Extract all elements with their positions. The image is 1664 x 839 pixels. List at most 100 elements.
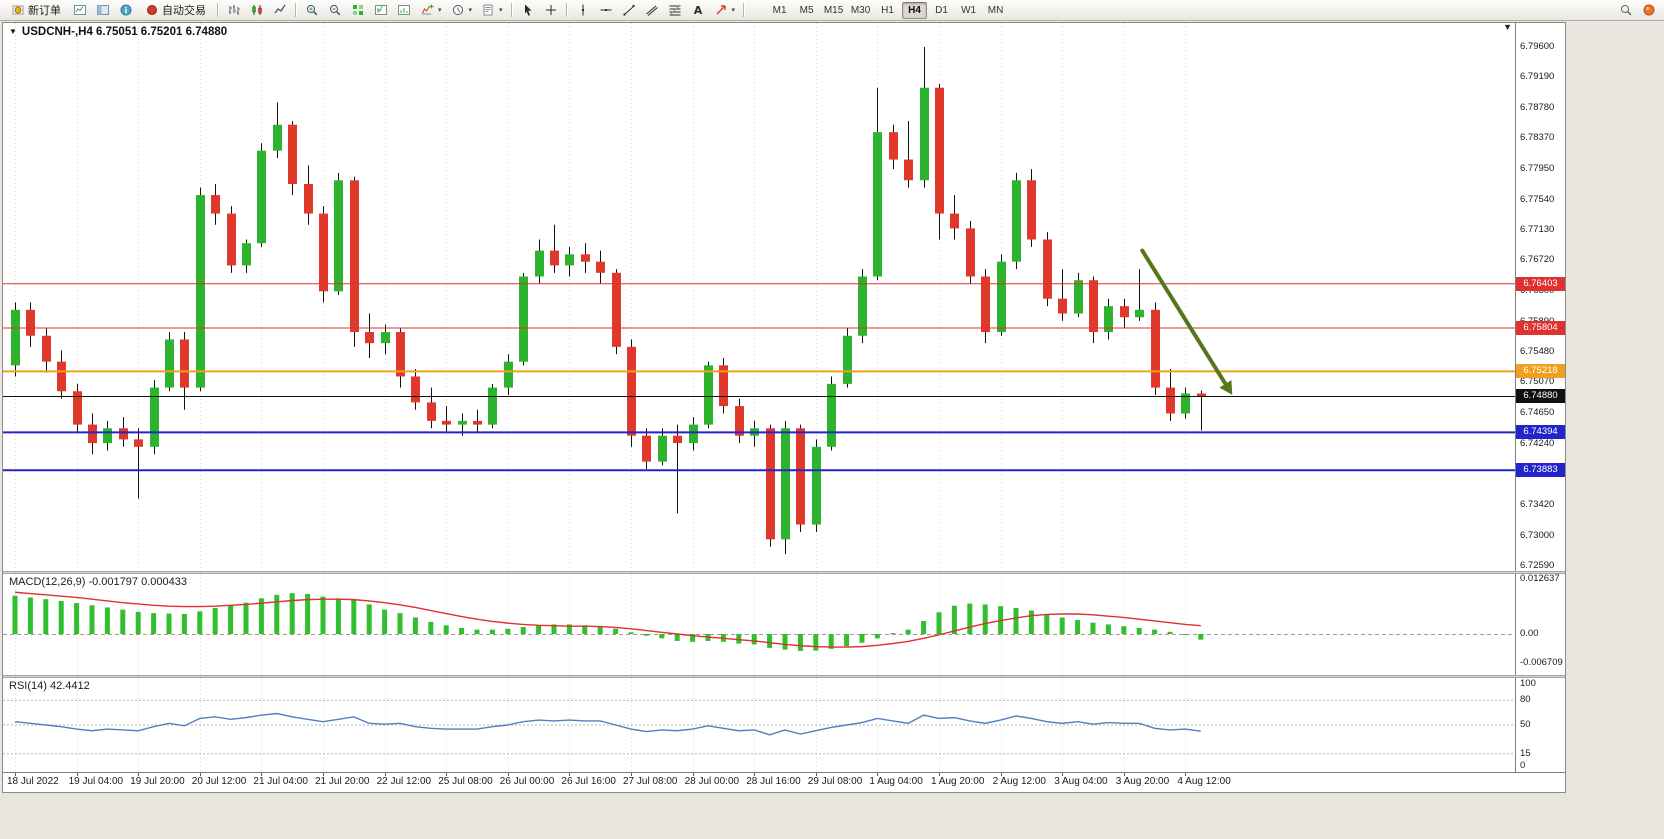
time-axis-label: 19 Jul 20:00	[130, 776, 185, 787]
time-axis-label: 3 Aug 04:00	[1054, 776, 1108, 787]
data-window-button[interactable]	[115, 1, 137, 19]
vertical-line-button[interactable]	[572, 1, 594, 19]
trendline-button[interactable]	[618, 1, 640, 19]
autotrading-button[interactable]: 自动交易	[138, 1, 213, 19]
arrows-tool-button[interactable]: ▾	[710, 1, 740, 19]
chevron-down-icon: ▾	[468, 6, 473, 14]
new-order-button[interactable]: 新订单	[4, 1, 68, 19]
crosshair-button[interactable]	[540, 1, 562, 19]
tile-windows-icon	[353, 5, 363, 15]
auto-scroll-button[interactable]	[370, 1, 392, 19]
connection-status-button[interactable]	[1638, 1, 1660, 19]
macd-axis[interactable]: 0.012637 0.00 -0.006709	[1515, 574, 1565, 675]
indicators-button[interactable]: ▾	[416, 1, 446, 19]
time-tick	[1124, 773, 1125, 776]
search-button[interactable]	[1615, 1, 1637, 19]
toolbar-separator	[217, 3, 219, 17]
time-tick	[138, 773, 139, 776]
price-axis-label: 6.78780	[1520, 101, 1555, 113]
chevron-down-icon: ▾	[438, 6, 442, 14]
zoom-in-button[interactable]	[301, 1, 323, 19]
tile-windows-button[interactable]	[347, 1, 369, 19]
horizontal-line-button[interactable]	[595, 1, 617, 19]
time-tick	[693, 773, 694, 776]
price-axis[interactable]: 6.79600 6.79190 6.78780 6.78370 6.77950 6.775…	[1515, 23, 1565, 571]
candlestick-chart-button[interactable]	[246, 1, 268, 19]
ohlc-bars-icon	[229, 5, 240, 15]
indicator-axis-label: 0.012637	[1520, 574, 1560, 585]
text-icon: A	[693, 4, 702, 17]
indicator-axis-label: 50	[1520, 719, 1531, 730]
price-axis-label: 6.78370	[1520, 132, 1555, 144]
candlestick-icon	[252, 5, 262, 15]
time-axis-label: 2 Aug 12:00	[992, 776, 1046, 787]
line-chart-button[interactable]	[269, 1, 291, 19]
timeframe-button-mn[interactable]: MN	[983, 2, 1008, 19]
profiles-icon	[97, 5, 109, 15]
periods-button[interactable]: ▾	[447, 1, 477, 19]
time-axis[interactable]: 18 Jul 2022 19 Jul 04:00 19 Jul 20:00 20 Ju…	[3, 772, 1565, 791]
timeframe-button-m30[interactable]: M30	[848, 2, 873, 19]
chart-window: ▼ USDCNH-,H4 6.75051 6.75201 6.74880 ▼ 6…	[2, 22, 1566, 793]
search-icon	[1621, 5, 1632, 16]
rsi-pane: RSI(14) 42.4412 100 80 50 15 0	[3, 678, 1565, 772]
timeframe-button-d1[interactable]: D1	[929, 2, 954, 19]
price-tag: 6.73883	[1516, 463, 1565, 478]
channel-icon	[645, 5, 658, 16]
chart-scroll-marker-icon[interactable]: ▼	[1503, 22, 1512, 32]
toolbar-separator	[565, 3, 568, 17]
time-tick	[631, 773, 632, 776]
price-tag: 6.74394	[1516, 425, 1565, 440]
rsi-canvas[interactable]	[3, 678, 1515, 772]
time-tick	[1062, 773, 1063, 776]
timeframe-button-h1[interactable]: H1	[875, 2, 900, 19]
profiles-button[interactable]	[92, 1, 114, 19]
pane-splitter[interactable]	[3, 675, 1565, 678]
time-axis-label: 26 Jul 16:00	[561, 776, 616, 787]
time-axis-label: 1 Aug 20:00	[931, 776, 985, 787]
chart-dropdown-icon[interactable]: ▼	[9, 27, 17, 36]
price-axis-label: 6.76720	[1520, 254, 1555, 266]
vertical-line-icon	[581, 4, 584, 16]
time-axis-label: 18 Jul 2022	[7, 776, 59, 787]
time-tick	[77, 773, 78, 776]
chart-shift-button[interactable]	[393, 1, 415, 19]
new-chart-button[interactable]	[69, 1, 91, 19]
time-axis-label: 19 Jul 04:00	[68, 776, 124, 787]
text-tool-button[interactable]: A	[687, 1, 709, 19]
indicators-icon	[422, 4, 434, 15]
pane-splitter[interactable]	[3, 571, 1565, 574]
bar-chart-button[interactable]	[223, 1, 245, 19]
trendline-icon	[623, 5, 635, 16]
status-ball-icon	[1643, 4, 1655, 16]
zoom-out-button[interactable]	[324, 1, 346, 19]
time-axis-label: 28 Jul 16:00	[746, 776, 801, 787]
time-axis-label: 25 Jul 08:00	[438, 776, 493, 787]
autotrading-label: 自动交易	[162, 5, 206, 17]
price-axis-label: 6.75480	[1520, 346, 1555, 358]
main-price-pane: ▼ USDCNH-,H4 6.75051 6.75201 6.74880 ▼ 6…	[3, 23, 1565, 571]
timeframe-button-w1[interactable]: W1	[956, 2, 981, 19]
main-plot: ▼ USDCNH-,H4 6.75051 6.75201 6.74880 ▼	[3, 23, 1515, 571]
macd-canvas[interactable]	[3, 574, 1515, 675]
channel-button[interactable]	[641, 1, 663, 19]
timeframe-button-h4[interactable]: H4	[902, 1, 928, 19]
timeframe-button-m1[interactable]: M1	[767, 2, 792, 19]
indicator-axis-label: 15	[1520, 747, 1531, 759]
cursor-button[interactable]	[517, 1, 539, 19]
price-axis-label: 6.74650	[1520, 407, 1555, 419]
macd-plot: MACD(12,26,9) -0.001797 0.000433	[3, 574, 1515, 675]
chevron-down-icon: ▾	[731, 6, 736, 14]
timeframe-button-m5[interactable]: M5	[794, 2, 819, 19]
price-axis-label: 6.73000	[1520, 529, 1555, 541]
time-tick	[877, 773, 878, 776]
time-axis-label: 20 Jul 12:00	[191, 776, 247, 787]
main-chart-canvas[interactable]	[3, 23, 1515, 571]
line-chart-icon	[274, 4, 286, 14]
cursor-icon	[524, 4, 532, 16]
fibonacci-button[interactable]	[664, 1, 686, 19]
rsi-axis[interactable]: 100 80 50 15 0	[1515, 678, 1565, 772]
timeframe-button-m15[interactable]: M15	[821, 2, 846, 19]
templates-button[interactable]: ▾	[477, 1, 507, 19]
price-tag: 6.74880	[1516, 389, 1565, 404]
